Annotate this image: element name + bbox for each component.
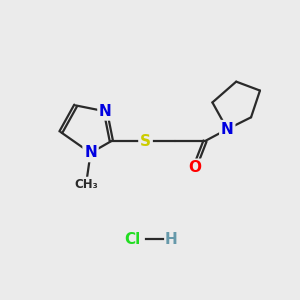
Text: N: N — [221, 122, 234, 137]
Text: O: O — [188, 160, 201, 175]
Text: Cl: Cl — [124, 232, 140, 247]
Text: H: H — [164, 232, 177, 247]
Text: N: N — [99, 104, 112, 119]
Text: S: S — [140, 134, 151, 148]
Text: CH₃: CH₃ — [74, 178, 98, 191]
Text: N: N — [84, 146, 97, 160]
